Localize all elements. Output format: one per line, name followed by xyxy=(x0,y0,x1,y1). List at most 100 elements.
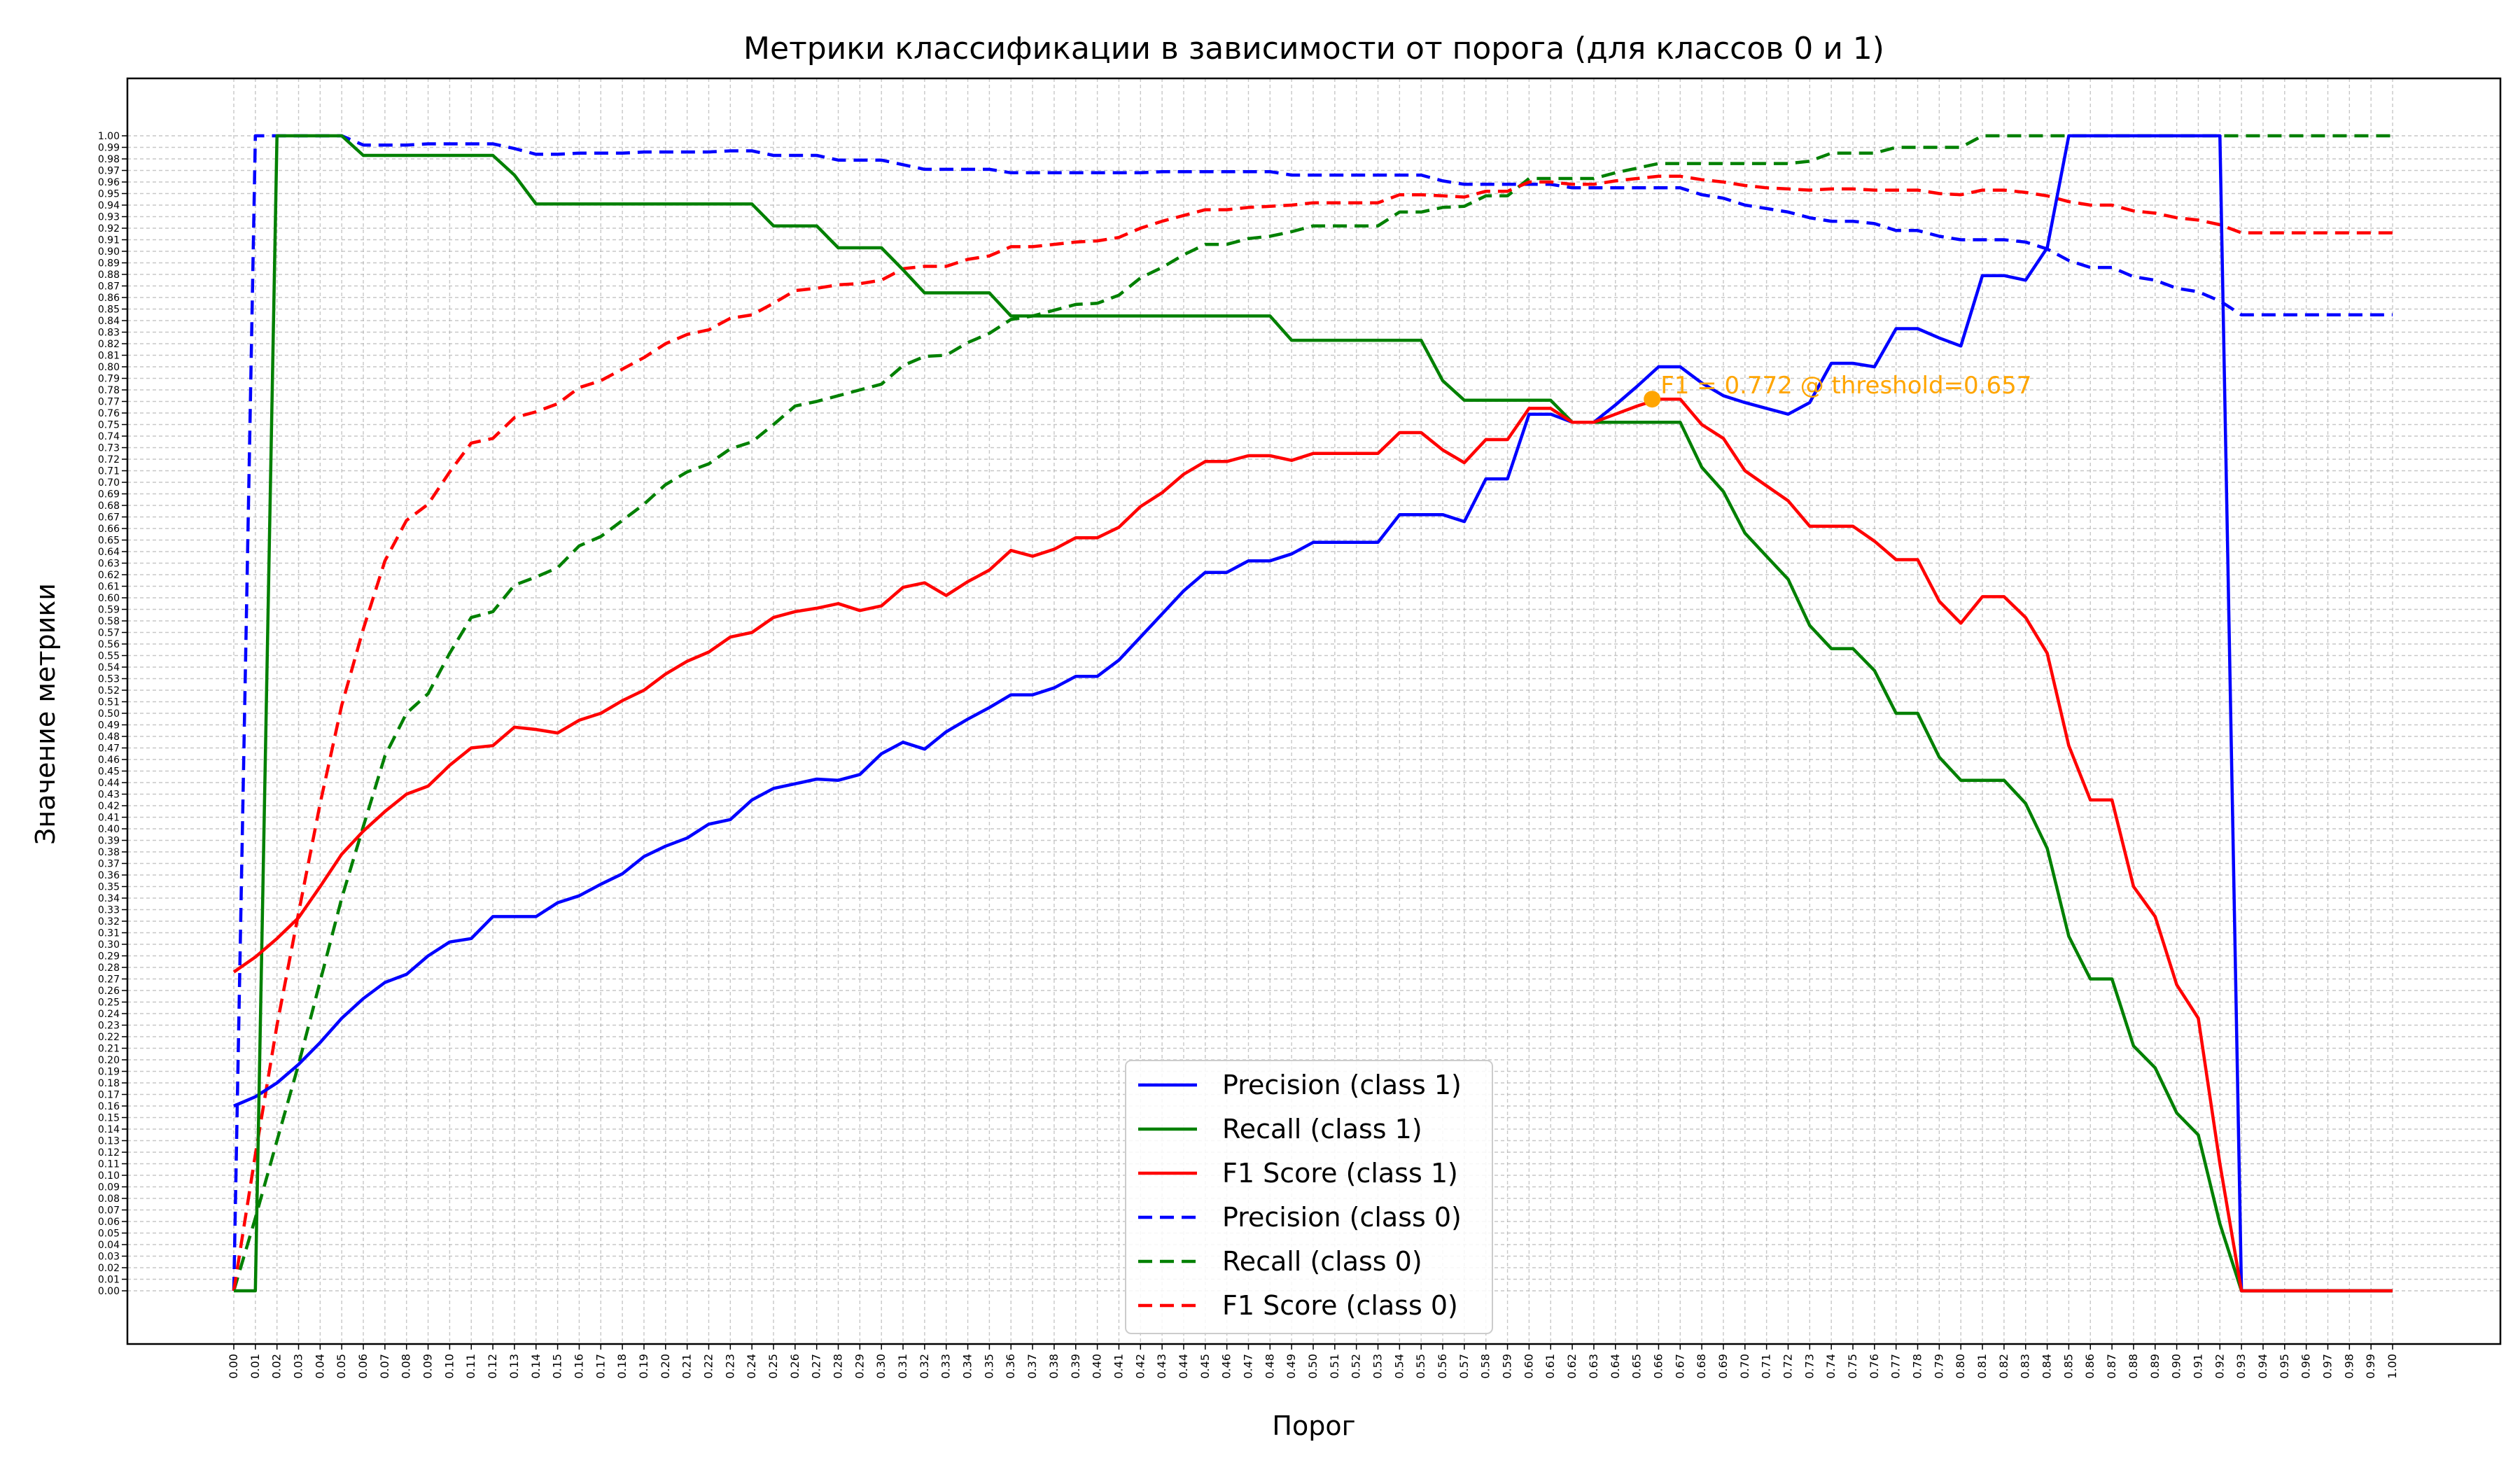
y-tick-label: 0.91 xyxy=(98,235,120,246)
x-tick-label: 0.10 xyxy=(442,1354,456,1379)
chart-title: Метрики классификации в зависимости от п… xyxy=(743,31,1884,66)
y-tick-label: 0.85 xyxy=(98,304,120,316)
y-tick-label: 0.11 xyxy=(98,1159,120,1170)
y-tick-label: 0.63 xyxy=(98,559,120,570)
legend-label-f1-score-class-0: F1 Score (class 0) xyxy=(1222,1290,1458,1321)
x-tick-label: 0.23 xyxy=(723,1354,736,1379)
x-tick-label: 0.35 xyxy=(982,1354,995,1379)
y-tick-label: 0.51 xyxy=(98,697,120,708)
x-tick-label: 0.57 xyxy=(1457,1354,1471,1379)
legend: Precision (class 1) Recall (class 1) F1 Sc… xyxy=(1125,1060,1493,1334)
x-tick-label: 0.73 xyxy=(1802,1354,1816,1379)
x-tick-label: 0.69 xyxy=(1716,1354,1730,1379)
y-tick-label: 0.61 xyxy=(98,582,120,593)
x-tick-label: 0.18 xyxy=(615,1354,629,1379)
y-tick-label: 0.49 xyxy=(98,720,120,732)
y-tick-label: 0.95 xyxy=(98,189,120,200)
series-group xyxy=(232,134,2393,1293)
y-tick-label: 0.04 xyxy=(98,1240,120,1251)
y-tick-label: 0.62 xyxy=(98,570,120,581)
y-tick-label: 0.71 xyxy=(98,466,120,477)
x-tick-label: 1.00 xyxy=(2386,1354,2399,1379)
y-tick-label: 0.87 xyxy=(98,281,120,293)
y-tick-label: 0.07 xyxy=(98,1205,120,1217)
y-tick-label: 0.23 xyxy=(98,1021,120,1032)
x-tick-label: 0.11 xyxy=(464,1354,477,1379)
y-tick-label: 0.32 xyxy=(98,916,120,927)
x-tick-label: 0.74 xyxy=(1824,1354,1837,1379)
x-tick-label: 0.56 xyxy=(1436,1354,1449,1379)
y-tick-label: 0.40 xyxy=(98,824,120,835)
x-tick-label: 0.16 xyxy=(572,1354,585,1379)
y-tick-label: 0.19 xyxy=(98,1067,120,1078)
y-tick-label: 0.76 xyxy=(98,408,120,419)
series-line-recall-class-1 xyxy=(234,134,2393,1293)
legend-box xyxy=(1125,1060,1493,1334)
x-tick-label: 0.53 xyxy=(1371,1354,1385,1379)
y-tick-label: 0.55 xyxy=(98,651,120,662)
y-tick-label: 0.67 xyxy=(98,512,120,524)
x-tick-label: 0.54 xyxy=(1392,1354,1406,1379)
x-tick-label: 0.02 xyxy=(270,1354,284,1379)
x-tick-label: 0.72 xyxy=(1781,1354,1794,1379)
y-tick-label: 0.41 xyxy=(98,813,120,824)
x-tick-label: 0.60 xyxy=(1522,1354,1535,1379)
x-tick-label: 0.90 xyxy=(2170,1354,2183,1379)
y-tick-label: 0.20 xyxy=(98,1055,120,1066)
x-tick-label: 0.93 xyxy=(2234,1354,2248,1379)
y-tick-label: 0.66 xyxy=(98,524,120,535)
x-tick-label: 0.36 xyxy=(1004,1354,1017,1379)
legend-label-recall-class-0: Recall (class 0) xyxy=(1222,1246,1422,1277)
y-tick-label: 0.52 xyxy=(98,685,120,696)
y-tick-label: 0.48 xyxy=(98,732,120,743)
y-tick-label: 0.73 xyxy=(98,443,120,454)
x-tick-label: 0.12 xyxy=(486,1354,499,1379)
x-tick-label: 0.17 xyxy=(594,1354,607,1379)
y-tick-label: 0.44 xyxy=(98,778,120,789)
y-tick-label: 0.68 xyxy=(98,500,120,512)
x-tick-label: 0.06 xyxy=(356,1354,370,1379)
x-tick-label: 0.68 xyxy=(1695,1354,1708,1379)
y-tick-label: 0.86 xyxy=(98,293,120,304)
x-tick-label: 0.29 xyxy=(853,1354,866,1379)
plot-frame xyxy=(126,77,2502,1345)
y-tick-label: 0.42 xyxy=(98,801,120,812)
y-tick-label: 0.33 xyxy=(98,905,120,916)
y-tick-label: 0.27 xyxy=(98,974,120,986)
x-tick-label: 0.70 xyxy=(1738,1354,1751,1379)
y-tick-label: 0.64 xyxy=(98,547,120,558)
x-tick-label: 0.24 xyxy=(745,1354,758,1379)
y-tick-label: 0.96 xyxy=(98,177,120,188)
y-tick-label: 0.88 xyxy=(98,270,120,281)
series-line-f1-score-class-0 xyxy=(232,174,2393,1292)
x-tick-label: 0.31 xyxy=(896,1354,909,1379)
y-tick-label: 0.29 xyxy=(98,951,120,962)
x-tick-label: 0.00 xyxy=(227,1354,240,1379)
y-tick-label: 0.90 xyxy=(98,246,120,258)
y-tick-label: 0.12 xyxy=(98,1147,120,1158)
legend-label-precision-class-0: Precision (class 0) xyxy=(1222,1202,1462,1233)
y-tick-label: 0.93 xyxy=(98,212,120,223)
x-tick-label: 0.47 xyxy=(1241,1354,1254,1379)
y-tick-label: 0.06 xyxy=(98,1217,120,1228)
x-tick-label: 0.07 xyxy=(378,1354,391,1379)
x-tick-label: 0.41 xyxy=(1112,1354,1125,1379)
y-tick-label: 0.30 xyxy=(98,939,120,951)
y-tick-label: 0.22 xyxy=(98,1032,120,1043)
x-tick-label: 0.64 xyxy=(1609,1354,1622,1379)
y-tick-label: 0.13 xyxy=(98,1136,120,1147)
x-tick-label: 0.19 xyxy=(637,1354,650,1379)
x-tick-label: 0.84 xyxy=(2040,1354,2054,1379)
x-tick-label: 0.75 xyxy=(1846,1354,1859,1379)
y-tick-label: 0.92 xyxy=(98,223,120,234)
y-tick-label: 0.78 xyxy=(98,385,120,396)
y-tick-label: 0.05 xyxy=(98,1228,120,1240)
y-tick-label: 0.08 xyxy=(98,1194,120,1205)
x-tick-label: 0.78 xyxy=(1911,1354,1924,1379)
x-tick-label: 0.97 xyxy=(2320,1354,2334,1379)
x-tick-label: 0.13 xyxy=(507,1354,521,1379)
x-tick-label: 0.87 xyxy=(2105,1354,2118,1379)
x-tick-label: 0.20 xyxy=(659,1354,672,1379)
x-tick-label: 0.61 xyxy=(1544,1354,1557,1379)
